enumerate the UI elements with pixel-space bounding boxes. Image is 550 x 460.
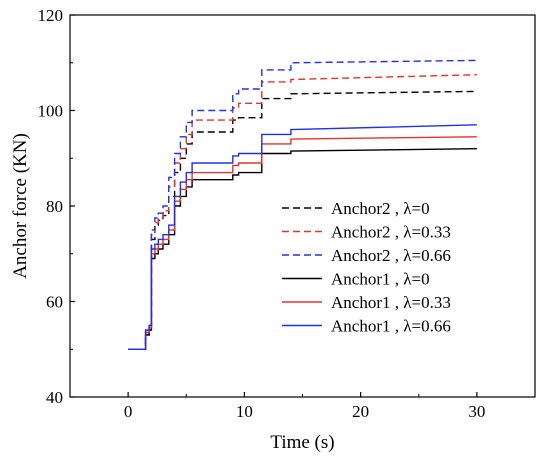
- y-tick-label: 120: [38, 6, 64, 25]
- x-axis-ticks: 0 10 20 30: [124, 392, 485, 421]
- plot-frame: [69, 14, 536, 398]
- legend-label: Anchor2 , λ=0.33: [331, 223, 451, 242]
- y-tick-label: 60: [46, 293, 63, 312]
- legend: Anchor2 , λ=0 Anchor2 , λ=0.33 Anchor2 , λ…: [282, 199, 451, 336]
- y-axis-ticks: 40 60 80 100 120: [38, 6, 75, 407]
- x-axis-title: Time (s): [270, 432, 334, 453]
- series-line: [128, 59, 477, 350]
- x-tick-label: 10: [236, 402, 253, 421]
- x-tick-label: 0: [124, 402, 133, 421]
- legend-label: Anchor1 , λ=0.66: [331, 317, 451, 336]
- legend-label: Anchor1 , λ=0: [331, 270, 430, 289]
- x-tick-label: 20: [352, 402, 369, 421]
- y-tick-label: 40: [46, 388, 63, 407]
- legend-label: Anchor2 , λ=0.66: [331, 246, 451, 265]
- legend-label: Anchor1 , λ=0.33: [331, 293, 451, 312]
- y-tick-label: 80: [46, 197, 63, 216]
- series-line: [128, 124, 477, 350]
- plot-lines: [128, 59, 477, 350]
- legend-label: Anchor2 , λ=0: [331, 199, 430, 218]
- x-tick-label: 30: [468, 402, 485, 421]
- y-tick-label: 100: [38, 102, 64, 121]
- y-axis-title: Anchor force (KN): [10, 133, 31, 279]
